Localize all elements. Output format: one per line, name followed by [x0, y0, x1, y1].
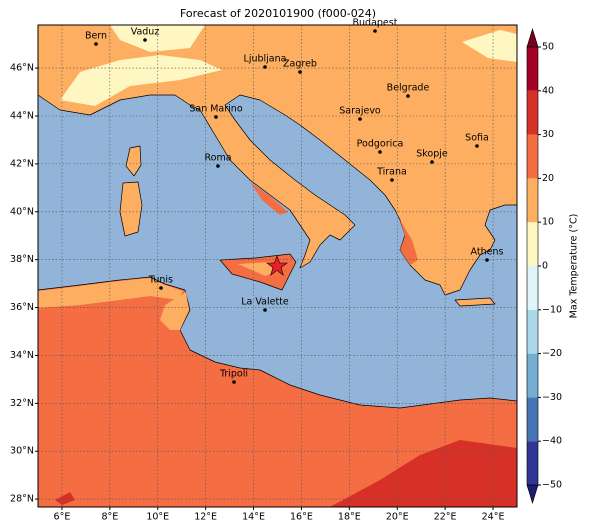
x-tick-label: 6°E	[54, 512, 71, 523]
city-label: San Marino	[189, 104, 242, 115]
colorbar-tick-label: −50	[542, 480, 562, 491]
city-label: Zagreb	[283, 59, 317, 70]
y-tick-label: 30°N	[10, 446, 34, 457]
x-tick-label: 8°E	[101, 512, 118, 523]
greece-warm	[400, 220, 418, 265]
colorbar-tick-label: 50	[542, 42, 554, 53]
algeria-hot	[55, 492, 75, 505]
libya-hot	[330, 440, 517, 507]
x-tick-label: 16°E	[290, 512, 313, 523]
colorbar-tick-label: −40	[542, 436, 562, 447]
map-frame	[37, 24, 518, 508]
colorbar-segment	[527, 134, 538, 179]
colorbar-tick-label: −20	[542, 348, 562, 359]
city-label: Sarajevo	[339, 106, 381, 117]
italy-warm	[250, 182, 288, 215]
city-marker	[263, 65, 267, 69]
sardinia	[119, 181, 143, 237]
colorbar-tick-label: −10	[542, 304, 562, 315]
city-marker	[430, 160, 434, 164]
y-tick-label: 32°N	[10, 398, 34, 409]
colorbar-under	[526, 484, 539, 505]
colorbar-tick-label: 30	[542, 129, 554, 140]
city-label: Athens	[471, 247, 504, 258]
east-cool	[462, 30, 517, 62]
city-marker	[216, 164, 220, 168]
y-tick-label: 28°N	[10, 494, 34, 505]
city-label: Budapest	[353, 18, 398, 29]
city-label: Roma	[204, 153, 231, 164]
x-tick-label: 20°E	[386, 512, 409, 523]
colorbar-segment	[527, 441, 538, 485]
y-tick-label: 42°N	[10, 158, 34, 169]
city-marker	[358, 117, 362, 121]
x-tick-label: 14°E	[242, 512, 265, 523]
city-marker	[214, 115, 218, 119]
city-marker	[475, 144, 479, 148]
colorbar-tick-label: −30	[542, 392, 562, 403]
north-cool	[110, 25, 205, 52]
city-marker	[373, 29, 377, 33]
colorbar-segment	[527, 222, 538, 266]
city-marker	[406, 94, 410, 98]
x-tick-label: 18°E	[338, 512, 361, 523]
colorbar-segment	[527, 47, 538, 91]
city-label: Podgorica	[357, 139, 404, 150]
x-tick-label: 22°E	[434, 512, 457, 523]
city-marker	[485, 258, 489, 262]
colorbar-tick-label: 20	[542, 173, 554, 184]
city-marker	[298, 70, 302, 74]
colorbar-segment	[527, 353, 538, 398]
colorbar-tick-label: 0	[542, 261, 548, 272]
colorbar-over	[526, 27, 539, 48]
y-tick-label: 46°N	[10, 63, 34, 74]
city-label: Tunis	[148, 275, 173, 286]
y-tick-label: 38°N	[10, 254, 34, 265]
city-label: La Valette	[241, 297, 289, 308]
x-tick-label: 12°E	[194, 512, 217, 523]
city-label: Belgrade	[387, 83, 430, 94]
crete	[454, 297, 496, 307]
y-tick-label: 36°N	[10, 302, 34, 313]
city-label: Tripoli	[219, 369, 248, 380]
city-marker	[263, 308, 267, 312]
event-star	[266, 255, 288, 276]
colorbar-segment	[527, 266, 538, 310]
city-label: Ljubljana	[244, 54, 287, 65]
colorbar-segment	[527, 397, 538, 442]
colorbar-label: Max Temperature (°C)	[569, 214, 580, 319]
city-label: Sofia	[465, 133, 489, 144]
city-marker	[232, 380, 236, 384]
city-label: Skopje	[416, 149, 448, 160]
colorbar-segment	[527, 90, 538, 135]
y-tick-label: 44°N	[10, 110, 34, 121]
tunisia-band	[160, 292, 189, 330]
coastal-band	[38, 278, 183, 308]
city-marker	[378, 150, 382, 154]
colorbar-segment	[527, 178, 538, 223]
y-tick-label: 34°N	[10, 350, 34, 361]
city-marker	[143, 38, 147, 42]
alps-cool	[60, 55, 222, 106]
city-marker	[94, 42, 98, 46]
y-tick-label: 40°N	[10, 206, 34, 217]
city-marker	[390, 178, 394, 182]
x-tick-label: 10°E	[146, 512, 169, 523]
corsica	[125, 145, 142, 177]
colorbar-tick-label: 40	[542, 85, 554, 96]
x-tick-label: 24°E	[482, 512, 505, 523]
colorbar-segment	[527, 309, 538, 354]
colorbar-tick-label: 10	[542, 217, 554, 228]
map-title: Forecast of 2020101900 (f000-024)	[180, 7, 376, 20]
city-marker	[159, 286, 163, 290]
city-label: Vaduz	[131, 27, 160, 38]
city-label: Tirana	[376, 167, 407, 178]
city-label: Bern	[85, 31, 107, 42]
